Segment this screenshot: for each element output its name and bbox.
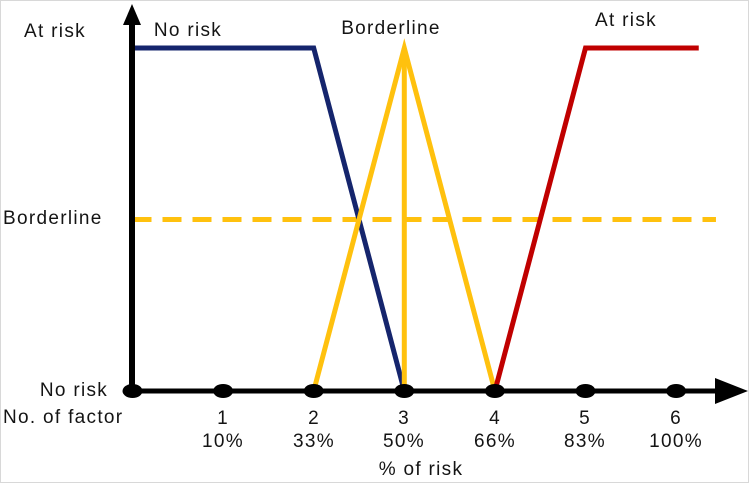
x-percent-label: 33% [293,431,335,452]
x-percent-label: 83% [564,431,606,452]
axis-dot [122,384,143,398]
annotation-at-risk: At risk [595,10,657,31]
axis-dot [213,384,234,398]
axis-dot [666,384,687,398]
x-percent-label: 66% [474,431,516,452]
annotation-borderline: Borderline [341,18,441,39]
axis-dots [122,384,687,398]
series-no-risk [132,45,407,392]
x-percent-label: 100% [649,431,703,452]
x-tick-label: 1 [217,408,229,429]
axis-dot [484,384,505,398]
x-percent-label: 50% [383,431,425,452]
axis-dot [575,384,596,398]
x-percent-label: 10% [202,431,244,452]
series-at-risk [492,45,699,392]
x-tick-label: 3 [398,408,410,429]
y-axis-arrow-icon [123,4,141,25]
x-tick-label: 5 [579,408,591,429]
y-label-no-risk: No risk [39,380,109,401]
axis-dot [394,384,415,398]
axis-dot [303,384,324,398]
y-label-at-risk: At risk [24,21,86,42]
x-tick-label: 2 [308,408,320,429]
x-tick-label: 6 [670,408,682,429]
x-axis-arrow-icon [715,378,748,404]
y-label-borderline: Borderline [3,207,103,229]
x-axis-name: No. of factor [3,407,124,428]
annotation-no-risk: No risk [153,20,223,41]
series-lines [132,38,699,392]
x-axis-title: % of risk [378,459,464,480]
x-tick-label: 4 [489,408,501,429]
